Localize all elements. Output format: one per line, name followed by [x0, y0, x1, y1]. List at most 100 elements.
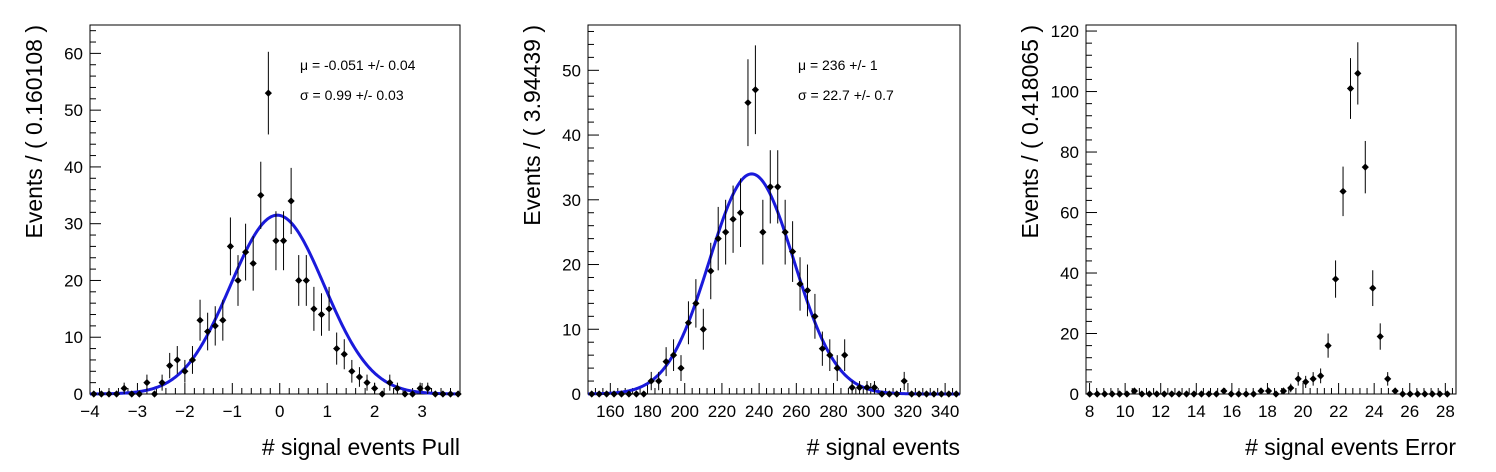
- x-tick-label: 220: [708, 402, 736, 421]
- x-tick-label: −1: [223, 402, 242, 421]
- data-point: [803, 286, 812, 295]
- data-point: [348, 367, 356, 375]
- y-tick-label: 100: [1051, 83, 1079, 102]
- data-point: [811, 312, 819, 320]
- data-point: [1421, 390, 1429, 398]
- data-point: [1123, 390, 1131, 398]
- data-point: [781, 228, 789, 236]
- data-point: [226, 242, 235, 250]
- data-point: [655, 377, 663, 385]
- data-point: [173, 356, 181, 364]
- y-tick-label: 50: [64, 101, 83, 120]
- data-point: [930, 390, 938, 398]
- data-point: [279, 237, 288, 245]
- data-point: [1331, 275, 1340, 283]
- data-point: [90, 390, 98, 398]
- data-point: [188, 356, 197, 364]
- y-tick-label: 0: [1070, 385, 1079, 404]
- data-point: [112, 390, 121, 398]
- x-tick-label: 3: [417, 402, 426, 421]
- data-point: [340, 350, 348, 358]
- data-point: [241, 248, 250, 256]
- data-point: [416, 384, 424, 392]
- data-point: [1272, 390, 1280, 398]
- data-point: [610, 390, 618, 398]
- data-point: [219, 316, 227, 324]
- data-point: [424, 384, 432, 392]
- x-axis-title: # signal events: [807, 434, 960, 460]
- data-point: [684, 319, 693, 327]
- data-point: [908, 390, 916, 398]
- data-point: [744, 99, 752, 107]
- plot-frame: [587, 24, 961, 395]
- chart-panel-2: 160 180 200 220 240 260 280 300 320 340 0 10 20 30 40 5…: [519, 24, 961, 460]
- y-tick-label: 80: [1060, 143, 1079, 162]
- data-point: [603, 390, 611, 398]
- plot-frame: [89, 24, 461, 395]
- data-point: [789, 247, 797, 256]
- data-point: [1205, 390, 1213, 398]
- x-tick-label: 10: [1116, 402, 1135, 421]
- x-tick-label: −3: [128, 402, 147, 421]
- data-point: [826, 351, 834, 359]
- x-tick-label: 260: [782, 402, 810, 421]
- data-point: [1346, 84, 1355, 93]
- x-tick-label: 180: [633, 402, 661, 421]
- data-point: [915, 390, 923, 398]
- data-point: [818, 345, 826, 353]
- data-point: [1339, 187, 1347, 195]
- data-point: [143, 379, 151, 387]
- x-tick-label: 240: [745, 402, 773, 421]
- data-point: [796, 280, 804, 288]
- y-tick-label: 120: [1051, 22, 1079, 41]
- data-point: [707, 267, 715, 275]
- plot-frame: [1085, 24, 1457, 395]
- y-axis-title: Events / ( 0.160108 ): [21, 25, 47, 239]
- data-point: [722, 228, 730, 236]
- x-tick-label: 1: [322, 402, 331, 421]
- data-point: [617, 390, 626, 398]
- data-point: [1257, 387, 1265, 395]
- data-point: [1108, 390, 1116, 398]
- data-point: [841, 351, 849, 359]
- x-tick-label: 160: [596, 402, 624, 421]
- data-point: [1175, 390, 1183, 398]
- data-point: [1391, 387, 1399, 395]
- data-point: [1354, 69, 1362, 77]
- fit-parameter-label: μ = -0.051 +/- 0.04: [300, 57, 416, 73]
- data-point: [1302, 378, 1310, 386]
- data-point: [371, 384, 379, 392]
- x-tick-label: 22: [1329, 402, 1348, 421]
- data-point: [272, 237, 280, 245]
- y-tick-label: 40: [1060, 264, 1079, 283]
- data-point: [952, 390, 960, 398]
- data-point: [1436, 390, 1444, 398]
- data-point: [1153, 390, 1161, 398]
- y-tick-label: 40: [562, 126, 581, 145]
- data-point: [446, 390, 455, 398]
- y-axis-title: Events / ( 3.94439 ): [519, 25, 545, 226]
- data-point: [1413, 390, 1422, 398]
- data-point: [937, 390, 945, 398]
- data-point: [257, 191, 265, 199]
- data-point: [401, 390, 409, 398]
- data-point: [1242, 390, 1250, 398]
- data-point: [439, 390, 447, 398]
- y-axis-title: Events / ( 0.418065 ): [1017, 25, 1043, 239]
- data-point: [692, 299, 700, 307]
- data-point: [287, 197, 295, 205]
- data-point: [1384, 375, 1392, 383]
- data-point: [1399, 390, 1407, 398]
- fit-parameter-label: σ = 22.7 +/- 0.7: [798, 87, 894, 103]
- x-tick-label: 28: [1436, 402, 1455, 421]
- data-point: [1317, 372, 1325, 380]
- data-point: [1369, 284, 1377, 292]
- data-point: [1138, 390, 1146, 398]
- data-point: [97, 390, 105, 398]
- data-point: [393, 384, 401, 392]
- data-point: [317, 310, 326, 319]
- data-point: [1190, 390, 1198, 398]
- data-point: [625, 390, 633, 398]
